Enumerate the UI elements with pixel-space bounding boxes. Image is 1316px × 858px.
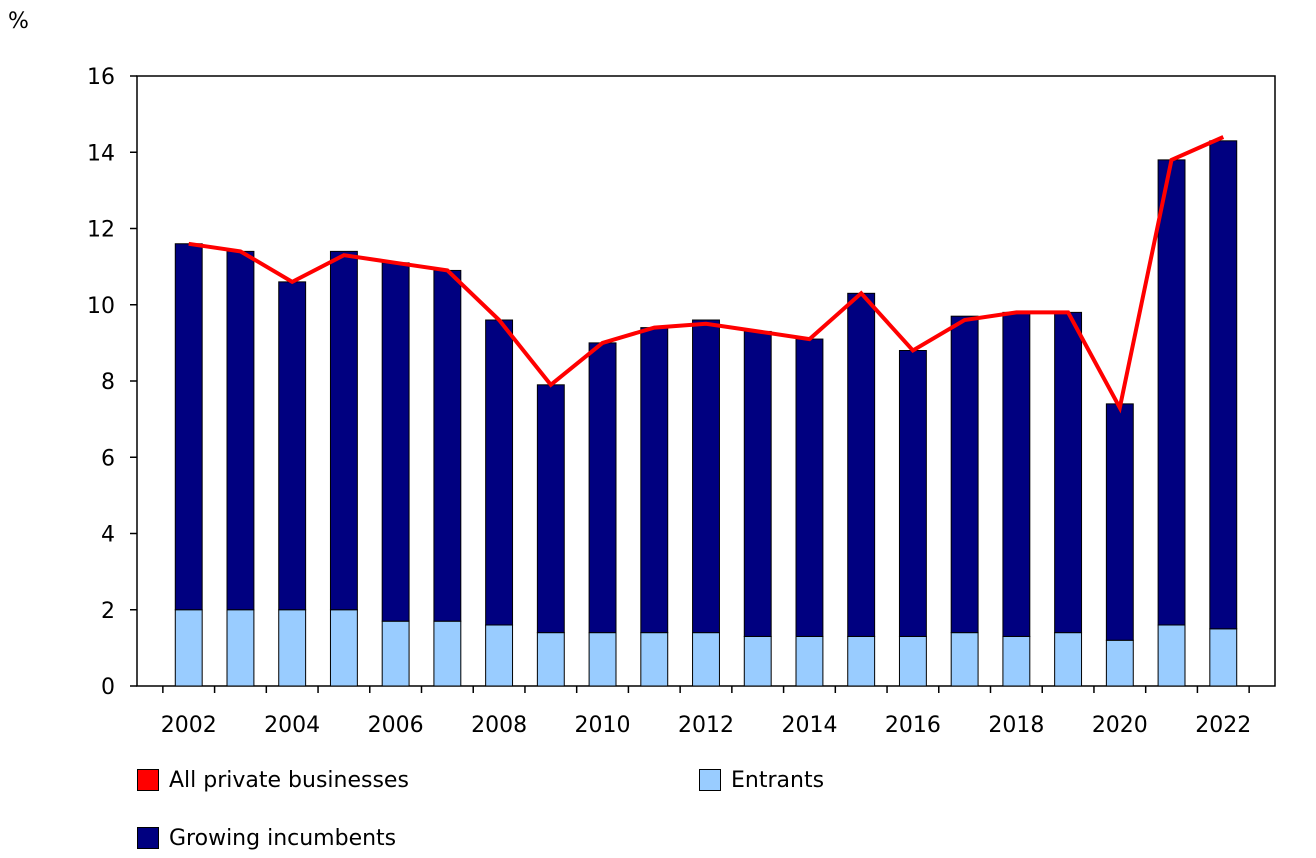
bar-entrants-2021: [1157, 624, 1186, 687]
bar-growing-incumbents-2022: [1209, 140, 1238, 630]
bar-growing-incumbents-2003: [226, 250, 255, 611]
y-tick-label: 4: [101, 523, 115, 548]
y-tick-label: 8: [101, 370, 115, 395]
x-tick-label: 2016: [885, 713, 941, 738]
bar-entrants-2010: [588, 632, 617, 687]
y-tick-label: 16: [87, 65, 115, 90]
bar-entrants-2012: [692, 632, 720, 687]
x-tick-label: 2020: [1092, 713, 1148, 738]
y-tick-label: 12: [87, 218, 115, 243]
bar-growing-incumbents-2006: [381, 262, 410, 622]
bar-entrants-2009: [536, 632, 565, 687]
bar-entrants-2008: [485, 624, 514, 687]
bar-growing-incumbents-2018: [1002, 311, 1031, 637]
y-tick-label: 2: [101, 599, 115, 624]
total-line-group: [188, 135, 1225, 414]
bar-growing-incumbents-2017: [950, 315, 979, 634]
bar-entrants-2006: [381, 620, 410, 687]
y-unit-label: %: [8, 9, 29, 34]
x-tick-label: 2012: [678, 713, 734, 738]
bar-entrants-2011: [640, 632, 669, 687]
bar-growing-incumbents-2016: [898, 350, 927, 637]
bar-growing-incumbents-2005: [329, 250, 358, 611]
x-tick-label: 2014: [781, 713, 837, 738]
x-tick-label: 2010: [575, 713, 631, 738]
x-axis: 2002 2004 2006 2008 2010 2012 2014 2016 2018 2020…: [161, 686, 1251, 738]
bar-growing-incumbents-2010: [588, 342, 617, 634]
y-tick-label: 10: [87, 294, 115, 319]
x-tick-label: 2008: [471, 713, 527, 738]
x-tick-label: 2006: [368, 713, 424, 738]
y-tick-label: 14: [87, 141, 115, 166]
bar-growing-incumbents-2007: [433, 269, 462, 622]
bar-entrants-2017: [950, 632, 979, 687]
bar-growing-incumbents-2004: [278, 281, 307, 611]
bar-entrants-2015: [847, 635, 876, 687]
x-tick-label: 2018: [988, 713, 1044, 738]
bar-entrants-2022: [1209, 628, 1238, 687]
y-tick-label: 6: [101, 446, 115, 471]
bar-entrants-2018: [1002, 635, 1031, 687]
bar-entrants-2013: [743, 635, 772, 687]
bar-entrants-2016: [898, 635, 927, 687]
bar-entrants-2019: [1054, 632, 1083, 687]
bar-entrants-2002: [174, 609, 203, 687]
bar-growing-incumbents-2011: [640, 327, 669, 634]
bar-entrants-2014: [795, 635, 824, 687]
bar-growing-incumbents-2014: [795, 338, 824, 637]
bar-growing-incumbents-2019: [1054, 311, 1083, 634]
bar-growing-incumbents-2020: [1105, 403, 1134, 641]
x-tick-label: 2002: [161, 713, 217, 738]
y-tick-label: 0: [101, 675, 115, 700]
bar-entrants-2004: [278, 609, 307, 687]
x-tick-label: 2022: [1195, 713, 1251, 738]
y-axis: 0 2 4 6 8 10 12 14 16: [87, 65, 137, 700]
bar-growing-incumbents-2012: [692, 319, 720, 634]
bar-growing-incumbents-2009: [536, 384, 565, 634]
bar-entrants-2003: [226, 609, 255, 687]
bar-growing-incumbents-2021: [1157, 159, 1186, 626]
bar-entrants-2020: [1105, 639, 1134, 687]
bar-growing-incumbents-2015: [847, 292, 876, 637]
bar-growing-incumbents-2008: [485, 319, 514, 626]
bar-group: [174, 140, 1238, 687]
x-tick-label: 2004: [264, 713, 320, 738]
bar-growing-incumbents-2002: [174, 243, 203, 611]
bar-growing-incumbents-2013: [743, 330, 772, 637]
bar-entrants-2005: [329, 609, 358, 687]
bar-entrants-2007: [433, 620, 462, 687]
